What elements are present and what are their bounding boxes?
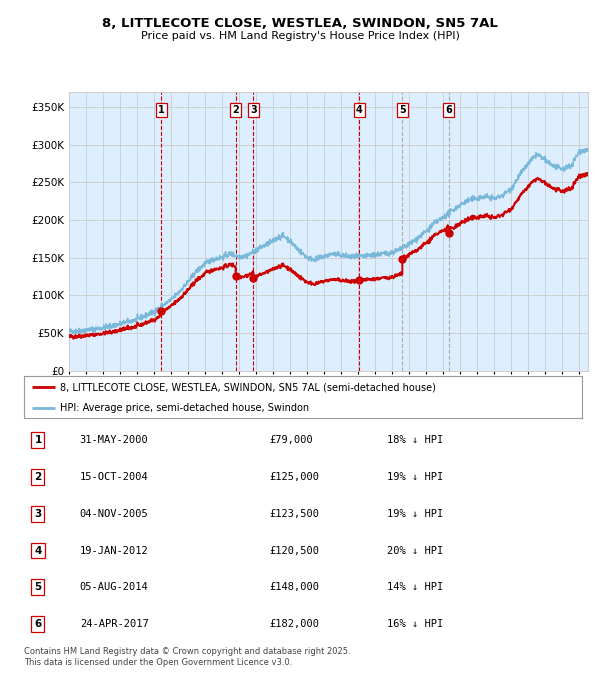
Text: 4: 4 [356, 105, 362, 115]
Text: 19-JAN-2012: 19-JAN-2012 [80, 545, 149, 556]
Text: 5: 5 [34, 582, 41, 592]
Text: £148,000: £148,000 [269, 582, 320, 592]
Text: 1: 1 [158, 105, 164, 115]
Text: 20% ↓ HPI: 20% ↓ HPI [387, 545, 443, 556]
Text: 24-APR-2017: 24-APR-2017 [80, 619, 149, 629]
Text: 1: 1 [34, 435, 41, 445]
Text: 6: 6 [34, 619, 41, 629]
Text: 05-AUG-2014: 05-AUG-2014 [80, 582, 149, 592]
Text: 8, LITTLECOTE CLOSE, WESTLEA, SWINDON, SN5 7AL (semi-detached house): 8, LITTLECOTE CLOSE, WESTLEA, SWINDON, S… [60, 382, 436, 392]
Text: £125,000: £125,000 [269, 472, 320, 482]
Text: 3: 3 [250, 105, 257, 115]
Text: Contains HM Land Registry data © Crown copyright and database right 2025.
This d: Contains HM Land Registry data © Crown c… [24, 647, 350, 667]
Text: 04-NOV-2005: 04-NOV-2005 [80, 509, 149, 519]
Text: £182,000: £182,000 [269, 619, 320, 629]
Text: 19% ↓ HPI: 19% ↓ HPI [387, 472, 443, 482]
Text: 15-OCT-2004: 15-OCT-2004 [80, 472, 149, 482]
Text: 2: 2 [34, 472, 41, 482]
Text: £123,500: £123,500 [269, 509, 320, 519]
Text: 18% ↓ HPI: 18% ↓ HPI [387, 435, 443, 445]
Text: 3: 3 [34, 509, 41, 519]
Text: Price paid vs. HM Land Registry's House Price Index (HPI): Price paid vs. HM Land Registry's House … [140, 31, 460, 41]
Text: 4: 4 [34, 545, 41, 556]
Text: 31-MAY-2000: 31-MAY-2000 [80, 435, 149, 445]
Text: HPI: Average price, semi-detached house, Swindon: HPI: Average price, semi-detached house,… [60, 403, 310, 413]
Text: £120,500: £120,500 [269, 545, 320, 556]
Text: 2: 2 [232, 105, 239, 115]
Text: 14% ↓ HPI: 14% ↓ HPI [387, 582, 443, 592]
Text: 6: 6 [445, 105, 452, 115]
Text: 19% ↓ HPI: 19% ↓ HPI [387, 509, 443, 519]
Text: £79,000: £79,000 [269, 435, 313, 445]
Text: 16% ↓ HPI: 16% ↓ HPI [387, 619, 443, 629]
Text: 5: 5 [399, 105, 406, 115]
Text: 8, LITTLECOTE CLOSE, WESTLEA, SWINDON, SN5 7AL: 8, LITTLECOTE CLOSE, WESTLEA, SWINDON, S… [102, 17, 498, 30]
